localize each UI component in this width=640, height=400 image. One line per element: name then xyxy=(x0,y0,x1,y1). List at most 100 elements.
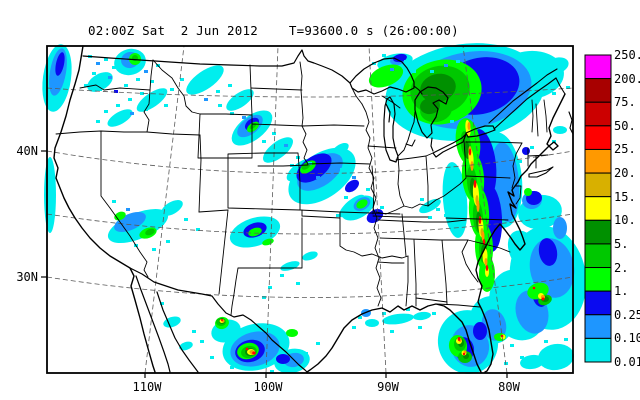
precip-cell xyxy=(481,231,485,241)
precip-speckle xyxy=(406,308,410,311)
parallel-gridline xyxy=(46,150,574,174)
plot-title: 02:00Z Sat 2 Jun 2012 T=93600.0 s (26:00… xyxy=(88,23,459,38)
precip-cell xyxy=(368,64,404,88)
precip-speckle xyxy=(96,120,100,123)
precip-speckle xyxy=(340,168,344,171)
precip-cell xyxy=(44,157,56,233)
precip-cell xyxy=(245,347,249,351)
mexico-mainland-coastline xyxy=(156,291,199,373)
precip-cell xyxy=(365,319,379,327)
precip-speckle xyxy=(210,356,214,359)
precip-speckle xyxy=(228,84,232,87)
precip-cell xyxy=(382,313,414,325)
precip-speckle xyxy=(130,112,134,115)
basemap-layer xyxy=(53,45,574,373)
precip-speckle xyxy=(96,62,100,65)
colorbar-box xyxy=(584,101,612,127)
precip-cell xyxy=(419,198,441,214)
precip-speckle xyxy=(160,222,164,225)
precip-speckle xyxy=(116,104,120,107)
precip-speckle xyxy=(316,342,320,345)
precip-cell xyxy=(468,148,472,156)
lake-michigan xyxy=(383,96,399,163)
precip-speckle xyxy=(262,296,266,299)
baja-gulf-coastline xyxy=(135,275,171,373)
precip-speckle xyxy=(380,206,384,209)
precip-speckle xyxy=(84,84,88,87)
precip-cell xyxy=(484,258,488,266)
lake-ontario xyxy=(465,125,496,138)
precip-speckle xyxy=(420,198,424,201)
precip-speckle xyxy=(126,208,130,211)
precip-speckle xyxy=(144,70,148,73)
meridian-gridline xyxy=(144,45,185,374)
precip-cell xyxy=(538,343,574,371)
x-tick-label: 90W xyxy=(377,380,399,394)
precip-speckle xyxy=(432,312,436,315)
precip-cell xyxy=(532,286,536,290)
precip-speckle xyxy=(304,352,308,355)
precip-speckle xyxy=(192,90,196,93)
precip-cell xyxy=(145,228,155,236)
precip-speckle xyxy=(352,326,356,329)
precip-speckle xyxy=(316,176,320,179)
colorbar-box xyxy=(584,125,612,150)
precip-cell xyxy=(467,122,471,130)
precip-speckle xyxy=(92,72,96,75)
colorbar-label: 75. xyxy=(614,95,636,109)
x-tick-label: 80W xyxy=(498,380,520,394)
precip-cell xyxy=(163,316,181,328)
precip-speckle xyxy=(382,54,386,57)
precip-cell xyxy=(252,351,256,355)
precip-speckle xyxy=(180,78,184,81)
precip-speckle xyxy=(544,340,548,343)
precip-cell xyxy=(136,88,168,112)
y-tick-label: 30N xyxy=(16,270,38,284)
precip-speckle xyxy=(184,218,188,221)
colorbar-box xyxy=(584,314,612,339)
precip-speckle xyxy=(390,68,394,71)
precip-speckle xyxy=(170,88,174,91)
precip-speckle xyxy=(196,228,200,231)
precip-cell xyxy=(442,162,468,238)
lake-erie xyxy=(432,133,467,158)
precip-cell xyxy=(522,147,530,155)
colorbar-label: 2. xyxy=(614,261,629,275)
precip-cell xyxy=(457,337,461,341)
colorbar-box xyxy=(584,196,612,221)
precip-speckle xyxy=(280,274,284,277)
precip-speckle xyxy=(558,76,562,79)
meridian-gridline xyxy=(462,45,508,374)
colorbar xyxy=(584,54,612,363)
colorbar-label: 15. xyxy=(614,190,636,204)
precip-cell xyxy=(481,309,507,341)
gulf-atlantic-coastline xyxy=(306,169,528,373)
precip-cell xyxy=(520,354,544,370)
precip-speckle xyxy=(444,214,448,217)
precip-speckle xyxy=(430,70,434,73)
colorbar-label: 0.10 xyxy=(614,331,640,345)
precip-speckle xyxy=(230,112,234,115)
lake-superior xyxy=(349,57,415,95)
precip-speckle xyxy=(270,370,274,373)
colorbar-label: 20. xyxy=(614,166,636,180)
precip-speckle xyxy=(358,316,362,319)
y-tick-label: 40N xyxy=(16,144,38,158)
precip-cell xyxy=(473,180,477,188)
precip-cell xyxy=(470,161,474,171)
precip-speckle xyxy=(382,312,386,315)
precip-speckle xyxy=(418,326,422,329)
precip-speckle xyxy=(272,132,276,135)
precip-speckle xyxy=(420,56,424,59)
plot-frame xyxy=(46,45,574,374)
precip-speckle xyxy=(564,338,568,341)
precip-cell xyxy=(524,188,532,196)
precip-speckle xyxy=(428,216,432,219)
precip-speckle xyxy=(104,110,108,113)
michigan-mitten xyxy=(397,111,416,157)
precip-cell xyxy=(476,200,480,212)
precip-speckle xyxy=(218,104,222,107)
precip-speckle xyxy=(456,60,460,63)
precip-speckle xyxy=(510,344,514,347)
precip-speckle xyxy=(128,98,132,101)
